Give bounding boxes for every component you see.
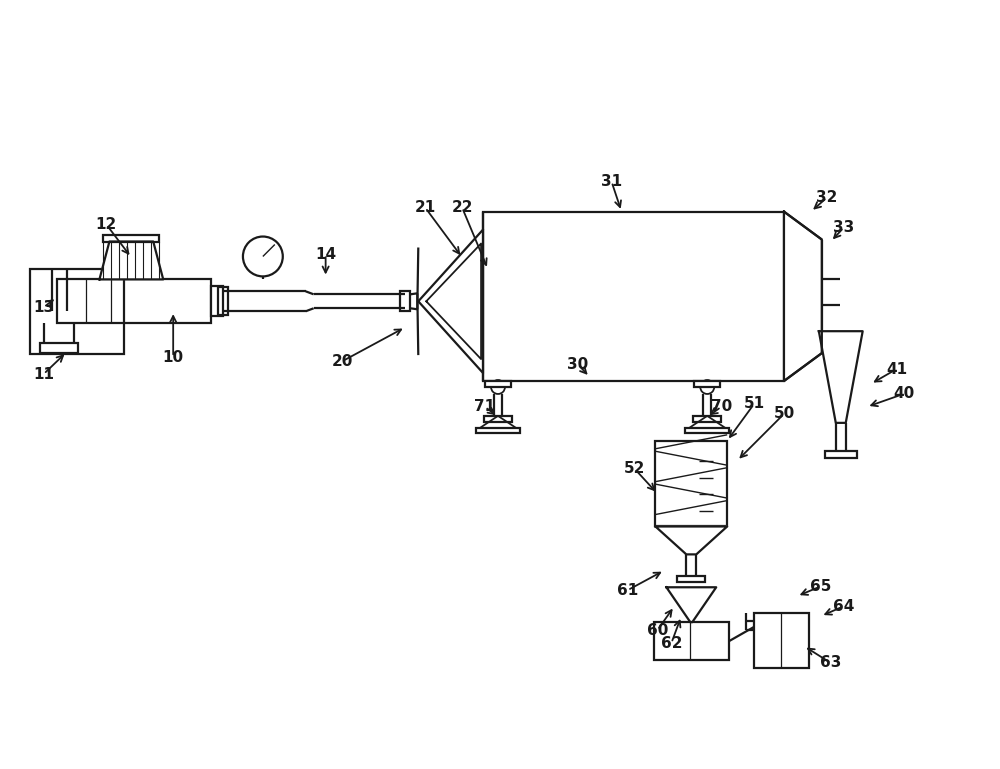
Text: 64: 64 xyxy=(833,599,854,614)
Text: 21: 21 xyxy=(415,200,436,215)
Text: 33: 33 xyxy=(833,220,854,235)
Text: 22: 22 xyxy=(451,200,473,215)
Text: 71: 71 xyxy=(474,399,496,414)
Bar xyxy=(483,211,784,381)
Text: 70: 70 xyxy=(711,399,732,414)
Bar xyxy=(677,576,705,582)
Bar xyxy=(218,288,228,315)
Bar xyxy=(211,286,223,316)
Text: 31: 31 xyxy=(601,175,622,189)
Text: 11: 11 xyxy=(33,367,54,381)
Bar xyxy=(30,269,124,354)
Bar xyxy=(400,291,410,311)
Text: 32: 32 xyxy=(816,190,838,205)
Bar xyxy=(485,381,511,387)
Bar xyxy=(103,235,159,241)
Text: 51: 51 xyxy=(744,397,765,411)
Text: 30: 30 xyxy=(567,357,588,371)
Bar xyxy=(476,428,520,433)
Polygon shape xyxy=(819,331,863,423)
Polygon shape xyxy=(99,241,163,279)
Bar xyxy=(693,416,721,422)
Text: 60: 60 xyxy=(647,623,668,638)
Text: 14: 14 xyxy=(315,247,336,262)
Bar xyxy=(40,343,78,353)
Text: 41: 41 xyxy=(886,361,907,377)
Text: 52: 52 xyxy=(624,461,645,476)
Bar xyxy=(825,451,857,458)
Text: 13: 13 xyxy=(33,300,54,315)
Polygon shape xyxy=(426,244,481,359)
Bar xyxy=(685,428,729,433)
Bar xyxy=(655,441,727,527)
Text: 40: 40 xyxy=(893,387,914,401)
Text: 20: 20 xyxy=(332,354,353,368)
Text: 63: 63 xyxy=(820,655,841,671)
Polygon shape xyxy=(784,211,822,381)
Bar xyxy=(484,416,512,422)
Polygon shape xyxy=(418,230,483,373)
Bar xyxy=(654,622,729,660)
Text: 65: 65 xyxy=(810,579,832,594)
Text: 62: 62 xyxy=(661,635,682,651)
Polygon shape xyxy=(666,588,716,622)
Bar xyxy=(57,279,211,323)
Text: 50: 50 xyxy=(773,406,795,421)
Bar xyxy=(754,613,809,668)
Text: 12: 12 xyxy=(96,217,117,232)
Bar xyxy=(694,381,720,387)
Text: 10: 10 xyxy=(163,350,184,365)
Text: 61: 61 xyxy=(617,583,638,598)
Polygon shape xyxy=(655,527,727,554)
